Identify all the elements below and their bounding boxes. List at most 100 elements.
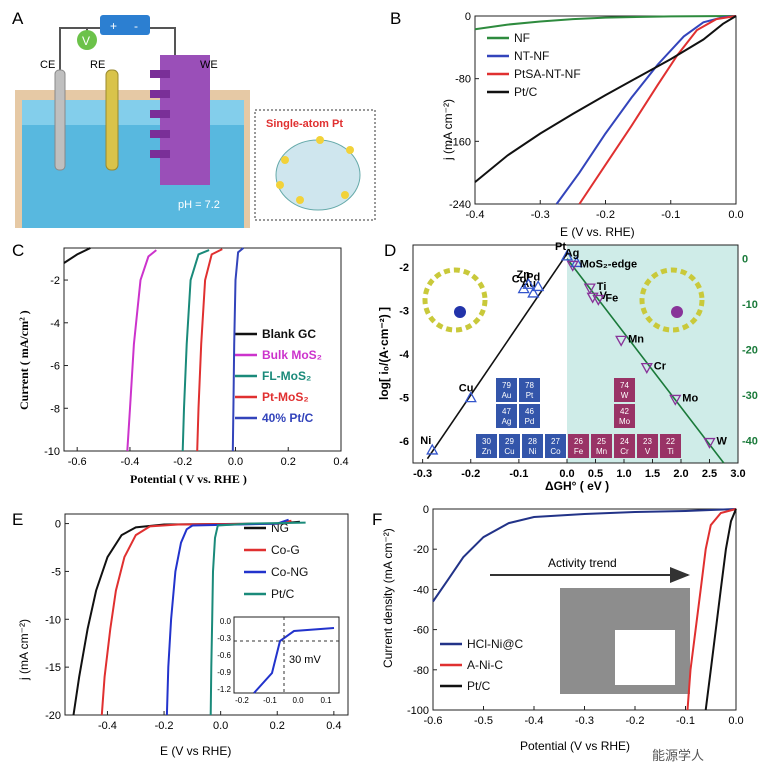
x-tick-label: -0.3	[413, 468, 432, 480]
y2-tick-label: -20	[742, 344, 758, 356]
element-number: 27	[551, 437, 560, 446]
legend-label: Co-NG	[271, 565, 308, 579]
data-point	[426, 443, 439, 455]
x-tick-label: 0.4	[326, 720, 341, 732]
y2-tick-label: -40	[742, 435, 758, 447]
x-tick-label: 0.0	[213, 720, 228, 732]
svg-text:V: V	[82, 34, 90, 48]
x-tick-label: 0.2	[281, 456, 296, 468]
point-label: W	[717, 436, 728, 448]
element-symbol: Co	[550, 447, 561, 456]
data-point	[464, 391, 477, 403]
x-tick-label: 0.0	[559, 468, 574, 480]
x-tick-label: -0.4	[98, 720, 117, 732]
svg-text:Current density (mA cm⁻²): Current density (mA cm⁻²)	[381, 528, 395, 668]
element-tile	[545, 434, 566, 458]
x-tick-label: -0.6	[68, 456, 87, 468]
legend-label: Blank GC	[262, 327, 316, 341]
x-tick-label: 2.0	[673, 468, 688, 480]
point-label: Zn	[517, 269, 531, 281]
element-tile	[476, 434, 497, 458]
element-tile	[519, 404, 540, 428]
data-point	[592, 294, 605, 306]
x-tick-label: 0.0	[728, 209, 743, 221]
svg-text:E (V vs. RHE): E (V vs. RHE)	[560, 225, 635, 239]
element-tile	[614, 434, 635, 458]
axis-label-x: E (V vs. RHE)	[560, 225, 635, 239]
plot-frame	[64, 513, 349, 716]
y-tick-label: -2	[399, 262, 409, 274]
x-tick-label: -0.3	[531, 209, 550, 221]
panel-label-a: A	[12, 9, 24, 28]
y-tick-label: -6	[50, 361, 60, 373]
panel-label-e: E	[12, 510, 23, 529]
inset-y-tick: 0.0	[220, 617, 232, 626]
inset-x-tick: -0.1	[263, 696, 277, 705]
watermark: 能源学人	[652, 748, 704, 764]
element-tile	[499, 434, 520, 458]
svg-text:Potential (V vs RHE): Potential (V vs RHE)	[520, 739, 630, 753]
y-tick-label: -3	[399, 305, 409, 317]
x-tick-label: -0.2	[461, 468, 480, 480]
element-symbol: Mo	[619, 417, 631, 426]
y-tick-label: -20	[45, 710, 61, 722]
series-line-pt-c	[474, 15, 737, 183]
svg-text:Current ( mA/cm² ): Current ( mA/cm² )	[17, 310, 31, 410]
ce-label: CE	[40, 59, 55, 71]
y-tick-label: -10	[45, 614, 61, 626]
svg-text:-: -	[134, 19, 138, 33]
element-number: 46	[525, 407, 534, 416]
series-line-nt-nf	[555, 15, 737, 205]
y-tick-label: -4	[50, 318, 60, 330]
panel-label-d: D	[384, 241, 396, 260]
element-number: 22	[666, 437, 675, 446]
battery-icon	[100, 15, 150, 35]
element-tile	[591, 434, 612, 458]
axis-label-y: Current ( mA/cm² )	[17, 310, 31, 410]
axis-label-x: Potential ( V vs. RHE )	[130, 472, 247, 486]
element-number: 79	[502, 381, 511, 390]
y-tick-label: -40	[413, 584, 429, 596]
data-point	[615, 335, 628, 347]
y-tick-label: -8	[50, 403, 60, 415]
axis-label-y: log[ i₀/(A·cm⁻²) ]	[377, 307, 391, 400]
series-line-bulk-mos-	[126, 249, 157, 452]
x-tick-label: 0.4	[333, 456, 348, 468]
svg-text:Potential ( V vs. RHE ): Potential ( V vs. RHE )	[130, 472, 247, 486]
y-tick-label: -2	[50, 275, 60, 287]
element-number: 42	[620, 407, 629, 416]
svg-text:ΔGH° ( eV ): ΔGH° ( eV )	[545, 479, 609, 493]
point-label: Ti	[597, 281, 607, 293]
x-tick-label: -0.2	[173, 456, 192, 468]
x-tick-label: -0.2	[596, 209, 615, 221]
element-tile	[614, 378, 635, 402]
legend-label: Pt/C	[514, 85, 538, 99]
x-tick-label: -0.6	[424, 715, 443, 727]
y-tick-label: -15	[45, 662, 61, 674]
series-line-nf	[474, 15, 737, 31]
point-label: Fe	[605, 293, 618, 305]
legend-label: Pt/C	[467, 679, 491, 693]
element-symbol: W	[621, 391, 629, 400]
x-tick-label: 0.0	[728, 715, 743, 727]
inset-y-tick: -0.6	[217, 651, 231, 660]
panel-f: F Potential (V vs RHE) Current density (…	[372, 504, 744, 753]
re-label: RE	[90, 59, 105, 71]
element-symbol: Cr	[620, 447, 629, 456]
x-tick-label: -0.5	[474, 715, 493, 727]
point-label: Cu	[459, 383, 474, 395]
inset-y-tick: -1.2	[217, 685, 231, 694]
y-tick-label: -80	[455, 74, 471, 86]
y-tick-label: -6	[399, 436, 409, 448]
panel-a: A V + - CE RE WE pH = 7.2 Single-atom Pt	[12, 9, 376, 228]
axis-label-y: j (mA cm⁻²)	[17, 619, 31, 681]
legend-label: NF	[514, 31, 530, 45]
x-tick-label: -0.1	[661, 209, 680, 221]
inset-annotation: 30 mV	[289, 654, 321, 666]
element-symbol: Ti	[667, 447, 674, 456]
element-symbol: Zn	[482, 447, 491, 456]
data-point	[669, 394, 682, 406]
x-tick-label: -0.4	[466, 209, 485, 221]
element-symbol: V	[645, 447, 651, 456]
